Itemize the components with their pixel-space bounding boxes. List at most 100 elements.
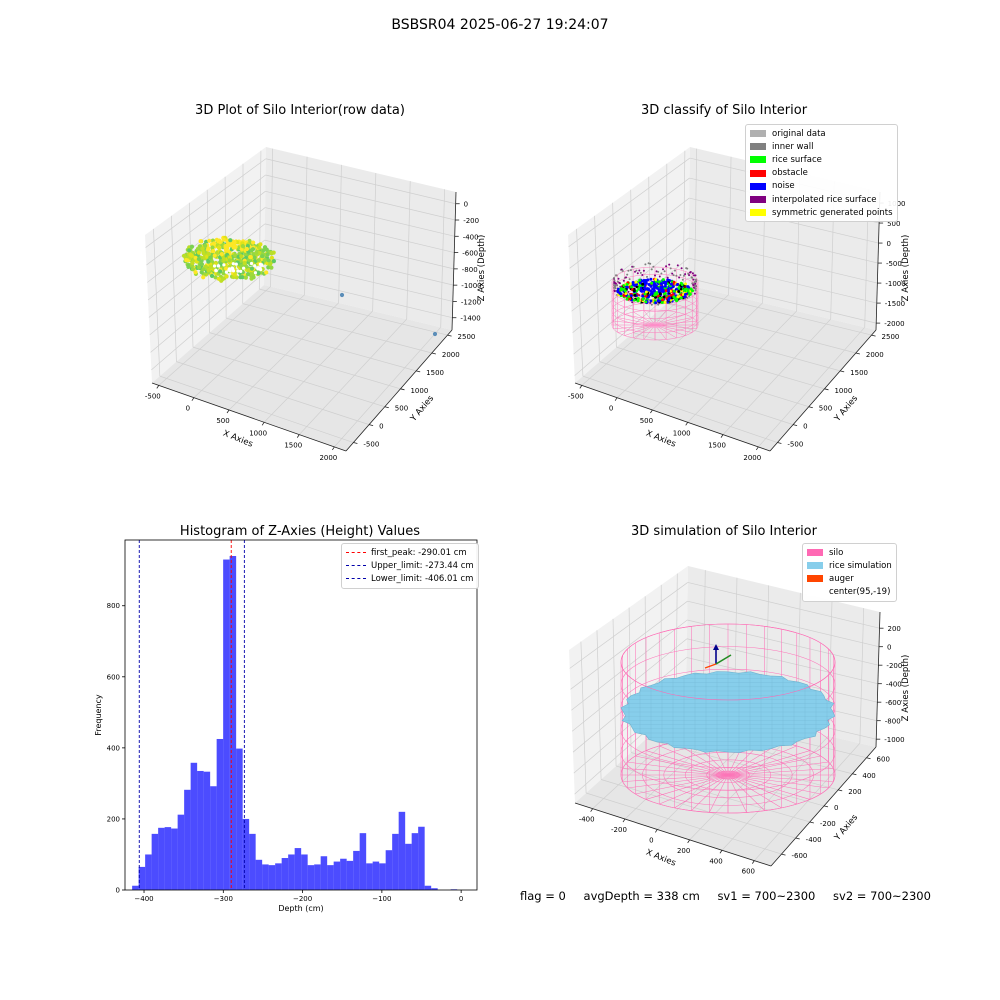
p2-surface-point xyxy=(655,292,659,296)
p4-silo-spoke xyxy=(727,745,797,776)
p2-surface-point xyxy=(663,300,667,304)
p2-wall-point xyxy=(660,272,663,275)
p2-surface-point xyxy=(632,283,636,287)
p1-x-tick xyxy=(296,434,300,438)
p3-bars xyxy=(132,555,458,890)
p2-surface-point xyxy=(652,289,656,293)
p2-surface-point xyxy=(622,284,626,287)
p4-zgrid-left xyxy=(571,638,688,732)
p3-bar xyxy=(145,854,152,890)
p1-data-point xyxy=(260,254,265,259)
p4-silo-spoke xyxy=(727,774,829,789)
p1-data-point xyxy=(224,266,229,271)
p2-y-tick xyxy=(840,370,845,373)
p2-wall-point xyxy=(684,273,687,276)
p1-data-point xyxy=(199,262,204,267)
p3-bar xyxy=(301,854,308,890)
p4-silo-spoke xyxy=(645,774,729,800)
p3-x-tick-label: −100 xyxy=(372,895,391,903)
p2-xgrid-back xyxy=(694,148,697,287)
p1-data-point xyxy=(209,273,215,278)
p1-gap-point xyxy=(230,266,234,270)
p2-zgrid-back xyxy=(688,257,877,304)
p3-frame xyxy=(124,539,478,891)
p1-x-tick-label: 1000 xyxy=(249,429,267,437)
p1-y-tick-label: 0 xyxy=(379,423,383,431)
p2-surface-point xyxy=(656,286,659,290)
p4-legend-label: auger xyxy=(829,573,854,584)
p4-y-tick-label: 400 xyxy=(862,772,875,780)
p1-y-tick-label: 1000 xyxy=(410,387,428,395)
p1-floor-pane xyxy=(152,285,452,451)
p2-x-axis-line xyxy=(574,382,771,452)
p1-data-point xyxy=(220,277,225,282)
p3-bar xyxy=(262,864,269,890)
p2-wall-point xyxy=(632,265,635,268)
p1-xgrid-floor xyxy=(263,310,373,423)
p1-x-tick xyxy=(156,385,160,389)
p1-data-point xyxy=(196,256,201,262)
p1-xgrid-back xyxy=(406,181,411,320)
p2-legend-item: rice surface xyxy=(750,153,893,166)
p1-gap-point xyxy=(234,262,238,266)
p1-data-point xyxy=(269,265,274,270)
p1-zgrid-back xyxy=(265,174,456,221)
panel1-title: 3D Plot of Silo Interior(row data) xyxy=(195,103,405,118)
p3-bar xyxy=(249,833,256,890)
p4-silo-spoke xyxy=(727,774,765,811)
p2-surface-point xyxy=(624,292,628,296)
p3-bar xyxy=(255,859,263,890)
p4-xgrid-back xyxy=(859,608,865,744)
p2-surface-point xyxy=(654,301,658,305)
p4-x-tick-label: -200 xyxy=(611,826,627,834)
p1-data-point xyxy=(186,263,191,268)
p2-wall-point xyxy=(626,273,629,276)
p4-center-marker xyxy=(704,644,732,669)
p1-data-point xyxy=(233,244,238,249)
p1-gap-point xyxy=(227,268,231,272)
p2-wall-point xyxy=(652,265,655,268)
p1-data-point xyxy=(242,260,247,266)
p2-surface-point xyxy=(632,289,636,293)
p4-silo-spoke xyxy=(727,768,834,776)
p2-surface-point xyxy=(667,298,671,301)
p4-legend-label: rice simulation xyxy=(829,560,892,571)
p1-zgrid-back xyxy=(264,256,453,302)
p1-z-axis-line xyxy=(451,191,457,331)
p1-z-tick-label: -800 xyxy=(462,266,478,274)
p2-legend-swatch xyxy=(750,209,766,217)
p3-legend-line xyxy=(346,552,366,554)
p4-legend-item: center(95,-19) xyxy=(807,586,892,599)
p2-classified-points xyxy=(613,262,697,328)
p4-silo-spoke xyxy=(691,774,729,811)
p2-wall-point xyxy=(665,265,668,268)
p2-surface-point xyxy=(641,282,645,286)
p1-gap-point xyxy=(224,270,228,274)
p2-surface-point xyxy=(649,299,653,303)
p2-surface-point xyxy=(629,294,633,298)
p1-data-point xyxy=(203,243,208,248)
p2-wall-point xyxy=(631,301,634,304)
p1-xgrid-floor xyxy=(158,286,271,386)
p2-legend-label: obstacle xyxy=(772,168,808,179)
p4-center-z-arrowhead xyxy=(713,644,719,650)
p2-surface-point xyxy=(691,289,694,293)
p1-data-point xyxy=(184,258,189,263)
p4-x-tick-label: -400 xyxy=(579,816,595,824)
p4-y-axis-label: Y Axies xyxy=(832,812,860,843)
p2-wall-point xyxy=(647,262,650,265)
p1-axes xyxy=(151,191,460,452)
p1-y-tick-label: 2500 xyxy=(458,333,476,341)
p3-legend-label: Lower_limit: -406.01 cm xyxy=(371,573,474,584)
p2-legend-label: symmetric generated points xyxy=(772,207,893,218)
p2-x-tick xyxy=(614,397,618,401)
p2-zgrid-left xyxy=(569,177,690,269)
p2-wall-point xyxy=(686,267,689,270)
p3-bar xyxy=(385,850,393,890)
p2-wall-point xyxy=(620,268,623,271)
p2-wall-point xyxy=(638,269,641,272)
p2-wall-point xyxy=(616,284,619,287)
p2-x-tick-label: -500 xyxy=(568,392,584,400)
p1-zgrid-left xyxy=(151,272,265,371)
p2-surface-point xyxy=(636,297,640,300)
